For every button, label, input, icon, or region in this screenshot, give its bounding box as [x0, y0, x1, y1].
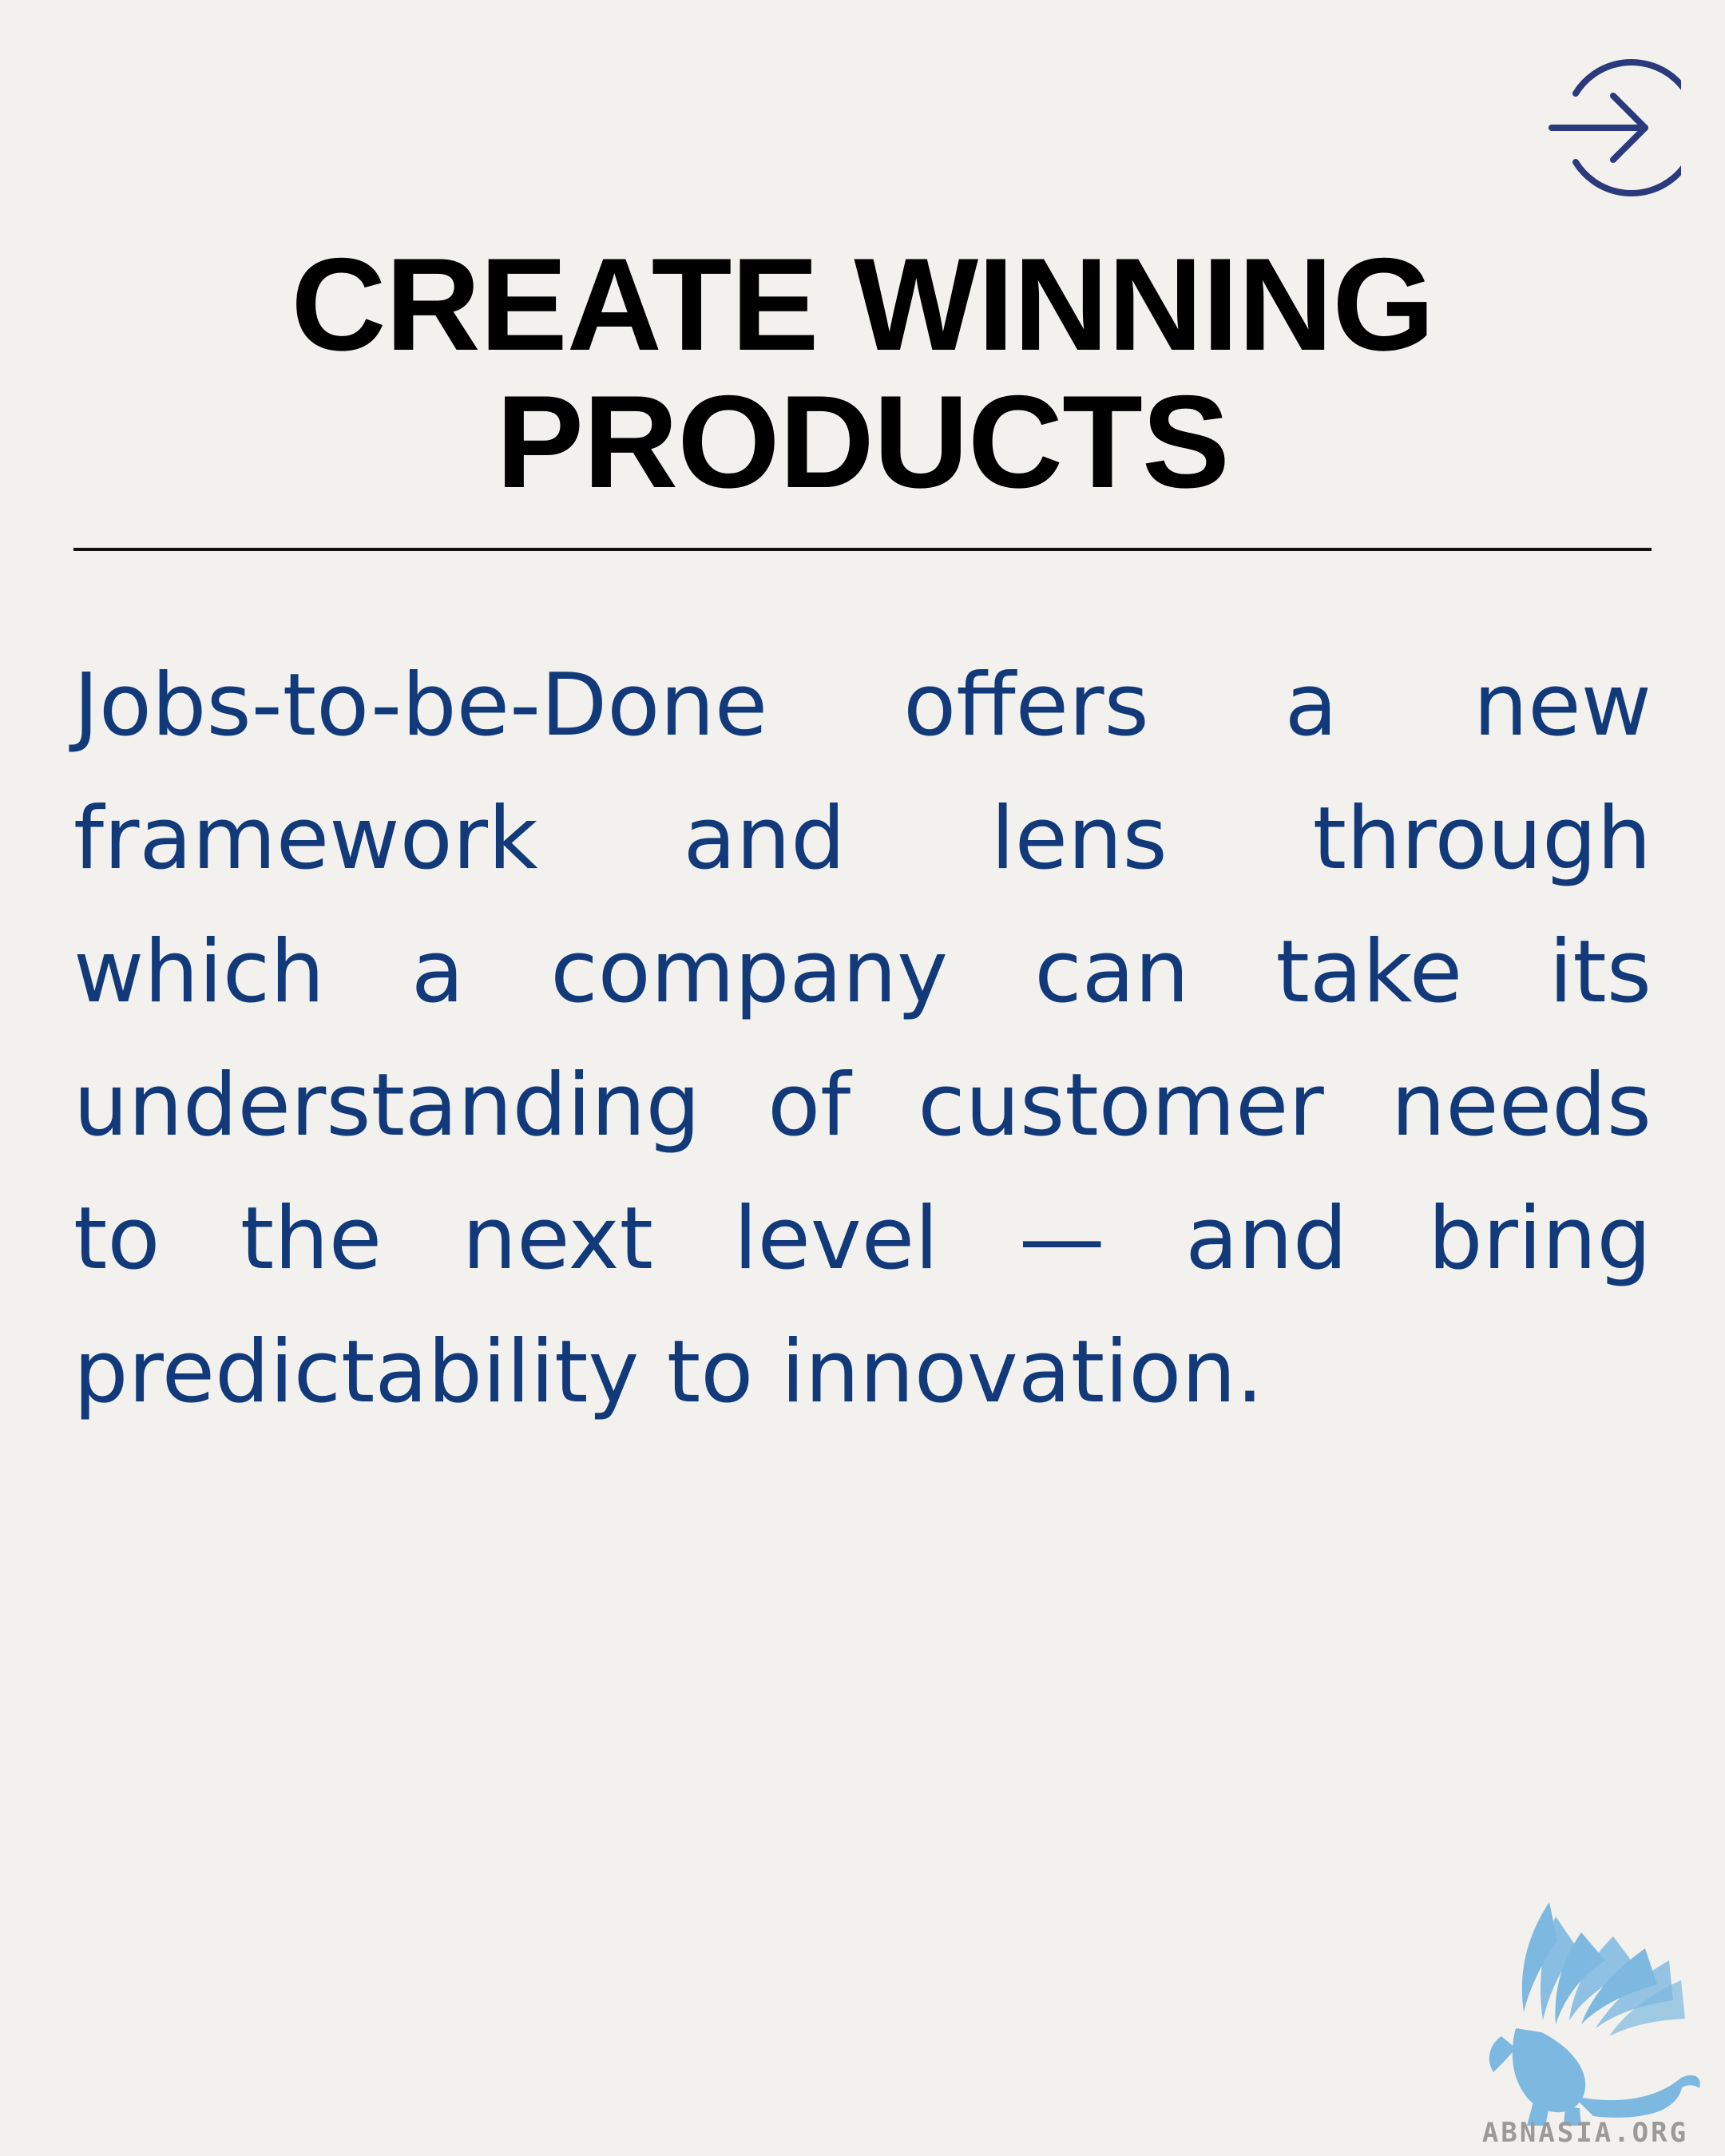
- word: its: [1549, 922, 1652, 1022]
- word: customer: [918, 1056, 1324, 1155]
- word: level: [733, 1189, 939, 1289]
- site-name: ABNASIA.ORG: [1482, 2117, 1688, 2148]
- word: framework: [73, 789, 538, 889]
- body-line: which a company can take its: [73, 906, 1652, 1039]
- arrow-right-circle-icon: [1549, 59, 1681, 196]
- word: next: [462, 1189, 653, 1289]
- word: predictability: [73, 1322, 640, 1422]
- word: can: [1034, 922, 1190, 1022]
- body-line: framework and lens through: [73, 772, 1652, 906]
- body-line: understanding of customer needs: [73, 1039, 1652, 1172]
- word: new: [1473, 656, 1652, 755]
- word: company: [550, 922, 949, 1022]
- word: innovation.: [780, 1322, 1264, 1422]
- word: and: [1185, 1189, 1348, 1289]
- word: a: [410, 922, 465, 1022]
- brand-logo: ABNASIA.ORG: [1453, 1892, 1717, 2148]
- word: understanding: [73, 1056, 701, 1155]
- word: —: [1018, 1189, 1105, 1289]
- word: to: [73, 1189, 161, 1289]
- body-paragraph: Jobs-to-be-Done offers a new framework a…: [73, 639, 1652, 1439]
- word: bring: [1427, 1189, 1652, 1289]
- word: to: [666, 1322, 754, 1422]
- word: a: [1284, 656, 1338, 755]
- word: and: [683, 789, 846, 889]
- word: offers: [903, 656, 1149, 755]
- divider: [73, 548, 1652, 551]
- page-title: CREATE WINNING PRODUCTS: [73, 236, 1652, 510]
- word: through: [1312, 789, 1652, 889]
- word: the: [240, 1189, 383, 1289]
- word: lens: [990, 789, 1168, 889]
- body-line: predictability to innovation.: [73, 1306, 1652, 1439]
- winged-lion-logo-icon: ABNASIA.ORG: [1482, 1902, 1700, 2148]
- next-slide-button[interactable]: [1545, 52, 1681, 204]
- word: Jobs-to-be-Done: [73, 656, 768, 755]
- word: take: [1275, 922, 1463, 1022]
- word: of: [767, 1056, 851, 1155]
- body-line: Jobs-to-be-Done offers a new: [73, 639, 1652, 772]
- body-line: to the next level — and bring: [73, 1172, 1652, 1306]
- title-line-2: PRODUCTS: [496, 368, 1230, 515]
- title-line-1: CREATE WINNING: [291, 231, 1434, 378]
- word: which: [73, 922, 325, 1022]
- word: needs: [1390, 1056, 1652, 1155]
